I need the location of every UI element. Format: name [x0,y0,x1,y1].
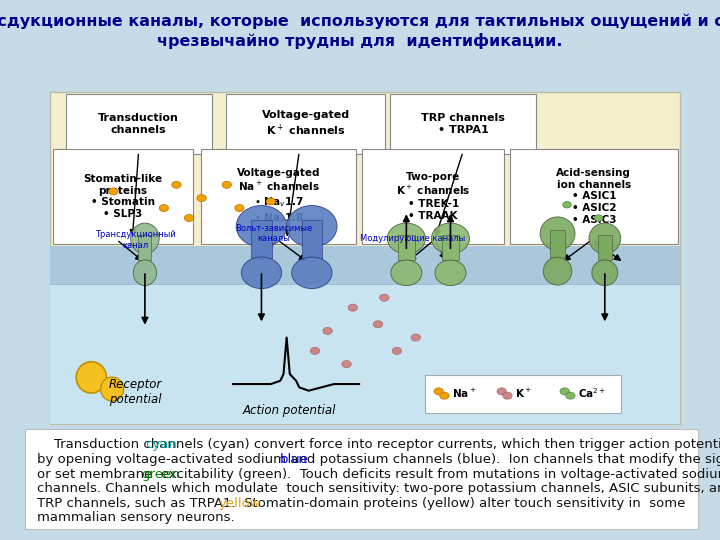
Ellipse shape [287,206,337,247]
FancyBboxPatch shape [362,149,505,244]
FancyBboxPatch shape [66,94,212,154]
FancyBboxPatch shape [53,149,193,244]
Ellipse shape [76,362,107,393]
Circle shape [342,361,351,368]
Ellipse shape [435,260,466,286]
Text: Action potential: Action potential [243,404,336,417]
Text: Two-pore
K$^+$ channels
• TREK-1
• TRAAK: Two-pore K$^+$ channels • TREK-1 • TRAAK [396,172,470,221]
Text: Stomatin-like
proteins
• Stomatin
• SLP3: Stomatin-like proteins • Stomatin • SLP3 [84,174,163,219]
Circle shape [594,215,603,221]
Ellipse shape [544,257,572,285]
Ellipse shape [241,257,282,288]
FancyBboxPatch shape [425,375,621,413]
Circle shape [440,392,449,399]
Circle shape [566,392,575,399]
Circle shape [266,198,276,205]
Text: or set membrane  excitability (green).  Touch deficits result from mutations in : or set membrane excitability (green). To… [37,468,720,481]
Circle shape [323,327,333,334]
Ellipse shape [101,377,124,401]
Text: Ca$^{2+}$: Ca$^{2+}$ [577,387,606,401]
FancyBboxPatch shape [549,230,565,258]
Text: TRP channels, such as TRPA1.  Stomatin-domain proteins (yellow) alter touch sens: TRP channels, such as TRPA1. Stomatin-do… [37,497,686,510]
FancyBboxPatch shape [138,235,151,260]
FancyBboxPatch shape [397,235,415,260]
Text: чрезвычайно трудны для  идентификации.: чрезвычайно трудны для идентификации. [157,33,563,50]
FancyBboxPatch shape [50,92,680,424]
Circle shape [159,205,168,212]
Text: Трансдукционный
канал: Трансдукционный канал [95,230,176,249]
Text: channels. Channels which modulate  touch sensitivity: two-pore potassium channel: channels. Channels which modulate touch … [37,482,720,495]
Circle shape [373,321,383,328]
FancyBboxPatch shape [442,235,459,260]
Ellipse shape [592,260,618,286]
Text: K$^+$: K$^+$ [515,387,531,400]
FancyBboxPatch shape [25,429,698,529]
Circle shape [184,214,194,221]
Text: green: green [141,468,180,481]
Text: Acid-sensing
ion channels
• ASIC1
• ASIC2
• ASIC3: Acid-sensing ion channels • ASIC1 • ASIC… [557,168,631,225]
Ellipse shape [236,206,287,247]
Circle shape [379,294,389,301]
Circle shape [197,194,207,201]
Circle shape [434,388,444,395]
Circle shape [392,347,402,354]
Text: Voltage-gated
K$^+$ channels: Voltage-gated K$^+$ channels [261,110,350,138]
Text: Transduction
channels: Transduction channels [98,113,179,135]
Text: Модулирующие каналы: Модулирующие каналы [360,234,465,243]
Text: Вольт-зависимые
каналы: Вольт-зависимые каналы [235,224,312,243]
FancyBboxPatch shape [201,149,356,244]
Text: Na$^+$: Na$^+$ [451,387,476,400]
Circle shape [348,304,358,311]
Circle shape [310,347,320,354]
Ellipse shape [292,257,332,288]
Circle shape [235,205,244,212]
FancyBboxPatch shape [598,235,612,260]
FancyBboxPatch shape [510,149,678,244]
FancyBboxPatch shape [251,220,271,258]
Text: by opening voltage-activated sodium and potassium channels (blue).  Ion channels: by opening voltage-activated sodium and … [37,453,720,466]
Circle shape [562,201,572,208]
FancyBboxPatch shape [50,285,680,424]
Text: Трансдукционные каналы, которые  используются для тактильных ощущений и слуха: Трансдукционные каналы, которые использу… [0,14,720,29]
Ellipse shape [387,223,426,254]
Ellipse shape [133,260,156,286]
Ellipse shape [589,223,621,254]
Ellipse shape [391,260,422,286]
Text: cyan: cyan [145,438,177,451]
Text: mammalian sensory neurons.: mammalian sensory neurons. [37,511,235,524]
Ellipse shape [431,223,469,254]
Circle shape [497,388,506,395]
Text: Receptor
potential: Receptor potential [109,377,162,406]
FancyBboxPatch shape [390,94,536,154]
Circle shape [222,181,232,188]
Circle shape [109,188,118,195]
FancyBboxPatch shape [50,246,680,285]
Circle shape [411,334,420,341]
Ellipse shape [130,223,159,254]
Circle shape [560,388,570,395]
Text: Voltage-gated
Na$^+$ channels
• Na$_v$1.7
• Na$_v$1.8: Voltage-gated Na$^+$ channels • Na$_v$1.… [237,168,320,225]
Ellipse shape [540,217,575,251]
Text: blue: blue [280,453,309,466]
Circle shape [503,392,512,399]
FancyBboxPatch shape [302,220,322,258]
Circle shape [172,181,181,188]
FancyBboxPatch shape [226,94,384,154]
Text: Transduction channels (cyan) convert force into receptor currents, which then tr: Transduction channels (cyan) convert for… [37,438,720,451]
Text: yellow: yellow [218,497,261,510]
Text: TRP channels
• TRPA1: TRP channels • TRPA1 [421,113,505,135]
